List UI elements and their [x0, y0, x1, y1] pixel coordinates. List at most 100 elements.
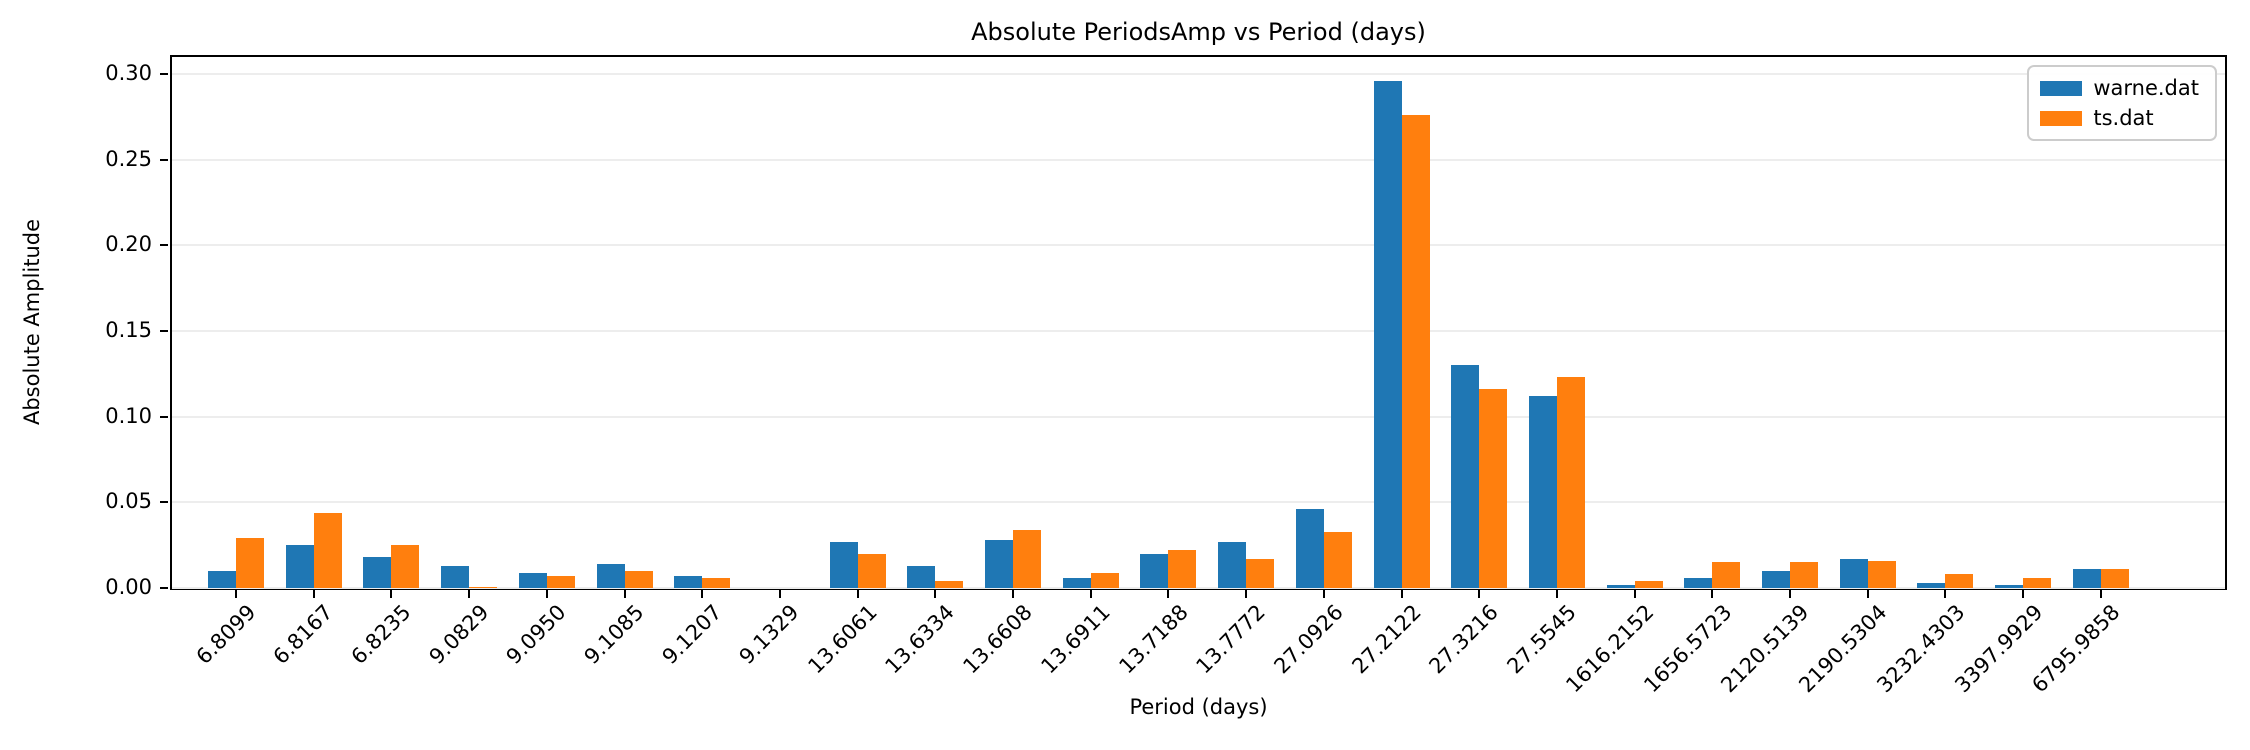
x-tick-mark: [1167, 590, 1170, 598]
gridline: [172, 501, 2225, 504]
x-tick-mark: [1633, 590, 1636, 598]
bar-warne.dat: [363, 557, 392, 588]
bar-warne.dat: [596, 564, 625, 588]
x-tick-mark: [312, 590, 315, 598]
bar-ts.dat: [1945, 574, 1974, 588]
bar-group: [907, 565, 964, 588]
bar-warne.dat: [1528, 396, 1557, 588]
bar-ts.dat: [313, 512, 342, 588]
bar-group: [1140, 550, 1197, 588]
y-tick-mark: [160, 73, 168, 76]
bar-group: [285, 512, 342, 588]
bar-group: [829, 541, 886, 588]
bar-ts.dat: [1013, 529, 1041, 588]
bar-ts.dat: [935, 581, 964, 588]
bar-warne.dat: [2072, 569, 2101, 588]
y-tick-mark: [160, 415, 168, 418]
plot-area: [170, 55, 2227, 590]
bar-warne.dat: [1839, 558, 1868, 588]
gridline: [172, 244, 2225, 247]
bar-ts.dat: [624, 570, 653, 588]
y-tick-label: 0.25: [105, 146, 152, 171]
x-tick-mark: [1400, 590, 1403, 598]
bar-ts.dat: [1712, 562, 1741, 588]
x-tick-mark: [1245, 590, 1248, 598]
gridline: [172, 330, 2225, 333]
bar-ts.dat: [2023, 577, 2052, 588]
y-tick-mark: [160, 330, 168, 333]
bar-warne.dat: [1995, 584, 2024, 588]
x-tick-mark: [468, 590, 471, 598]
bar-ts.dat: [236, 538, 264, 588]
bar-group: [985, 529, 1041, 588]
bar-warne.dat: [1606, 584, 1635, 588]
y-tick-mark: [160, 501, 168, 504]
bar-ts.dat: [1790, 562, 1818, 588]
bar-ts.dat: [1556, 377, 1585, 588]
bar-ts.dat: [1634, 581, 1663, 588]
legend-entry-warne: warne.dat: [2040, 75, 2199, 101]
bar-warne.dat: [1451, 365, 1480, 588]
bar-group: [1995, 577, 2052, 588]
bar-warne.dat: [1917, 582, 1946, 588]
bar-warne.dat: [1218, 541, 1247, 588]
bar-warne.dat: [1373, 81, 1402, 588]
y-tick-label: 0.30: [105, 61, 152, 86]
bar-ts.dat: [546, 576, 575, 588]
bar-ts.dat: [2100, 569, 2129, 588]
bar-group: [208, 538, 264, 588]
x-tick-mark: [1789, 590, 1791, 598]
x-tick-mark: [934, 590, 937, 598]
bar-group: [1373, 81, 1430, 588]
x-tick-mark: [2022, 590, 2025, 598]
bar-group: [363, 545, 420, 588]
legend-entry-ts: ts.dat: [2040, 105, 2199, 131]
bar-group: [1062, 572, 1119, 588]
legend: warne.dat ts.dat: [2027, 65, 2217, 141]
bar-group: [441, 565, 498, 588]
x-tick-mark: [235, 590, 237, 598]
bar-warne.dat: [518, 572, 547, 588]
x-tick-mark: [545, 590, 548, 598]
bar-ts.dat: [1246, 558, 1275, 588]
bar-group: [1528, 377, 1585, 588]
legend-swatch-ts: [2040, 110, 2083, 126]
legend-swatch-warne: [2040, 80, 2083, 96]
legend-label-ts: ts.dat: [2093, 106, 2154, 130]
bar-group: [518, 572, 575, 588]
x-tick-mark: [1322, 590, 1325, 598]
x-tick-mark: [1012, 590, 1014, 598]
bar-warne.dat: [1062, 577, 1091, 588]
gridline: [172, 587, 2225, 589]
bar-warne.dat: [1762, 570, 1790, 588]
bar-group: [674, 576, 731, 588]
bar-warne.dat: [208, 570, 236, 588]
bar-ts.dat: [1168, 550, 1197, 588]
x-tick-mark: [1089, 590, 1092, 598]
x-tick-mark: [623, 590, 626, 598]
x-tick-mark: [778, 590, 781, 598]
x-tick-mark: [390, 590, 393, 598]
y-tick-label: 0.00: [105, 575, 152, 599]
bar-group: [1839, 558, 1896, 588]
bar-group: [1295, 509, 1352, 588]
bar-warne.dat: [674, 576, 703, 588]
bar-group: [2072, 569, 2129, 588]
bar-ts.dat: [1867, 560, 1896, 588]
bar-warne.dat: [985, 540, 1013, 588]
bar-warne.dat: [1295, 509, 1324, 588]
gridline: [172, 73, 2225, 76]
chart-title: Absolute PeriodsAmp vs Period (days): [971, 18, 1426, 46]
bar-group: [1762, 562, 1818, 588]
x-tick-mark: [2099, 590, 2102, 598]
y-tick-label: 0.10: [105, 403, 152, 428]
gridline: [172, 415, 2225, 418]
bar-warne.dat: [829, 541, 858, 588]
x-tick-mark: [1555, 590, 1558, 598]
y-tick-label: 0.05: [105, 489, 152, 514]
gridline: [172, 158, 2225, 161]
bar-group: [1218, 541, 1275, 588]
x-tick-mark: [1711, 590, 1714, 598]
bar-warne.dat: [1684, 577, 1713, 588]
bar-ts.dat: [1323, 531, 1352, 588]
